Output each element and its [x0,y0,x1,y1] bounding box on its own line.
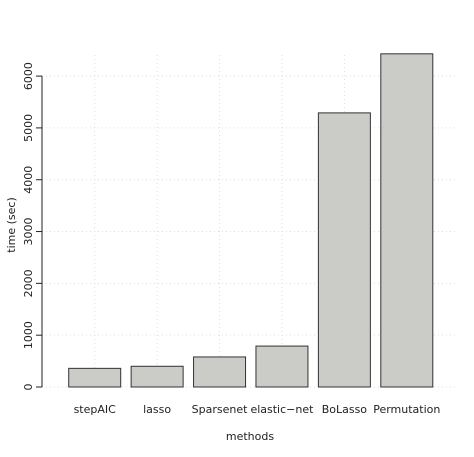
bar [130,365,184,388]
x-tick-label: Sparsenet [192,403,248,416]
x-tick-label: stepAIC [74,403,117,416]
y-tick-label: 5000 [22,114,35,142]
y-axis-title: time (sec) [5,197,18,252]
bar [68,367,122,388]
y-tick-label: 2000 [22,269,35,297]
bar [380,53,434,388]
bar [193,356,247,388]
y-tick-label: 4000 [22,166,35,194]
bar [317,112,371,388]
y-tick-label: 0 [22,384,35,391]
x-tick-label: lasso [143,403,171,416]
bar [255,345,309,388]
x-tick-label: Permutation [373,403,440,416]
x-tick-label: BoLasso [322,403,368,416]
y-tick-label: 6000 [22,62,35,90]
y-tick-label: 3000 [22,218,35,246]
y-tick-label: 1000 [22,321,35,349]
x-tick-label: elastic−net [250,403,314,416]
x-axis-title: methods [226,430,274,443]
